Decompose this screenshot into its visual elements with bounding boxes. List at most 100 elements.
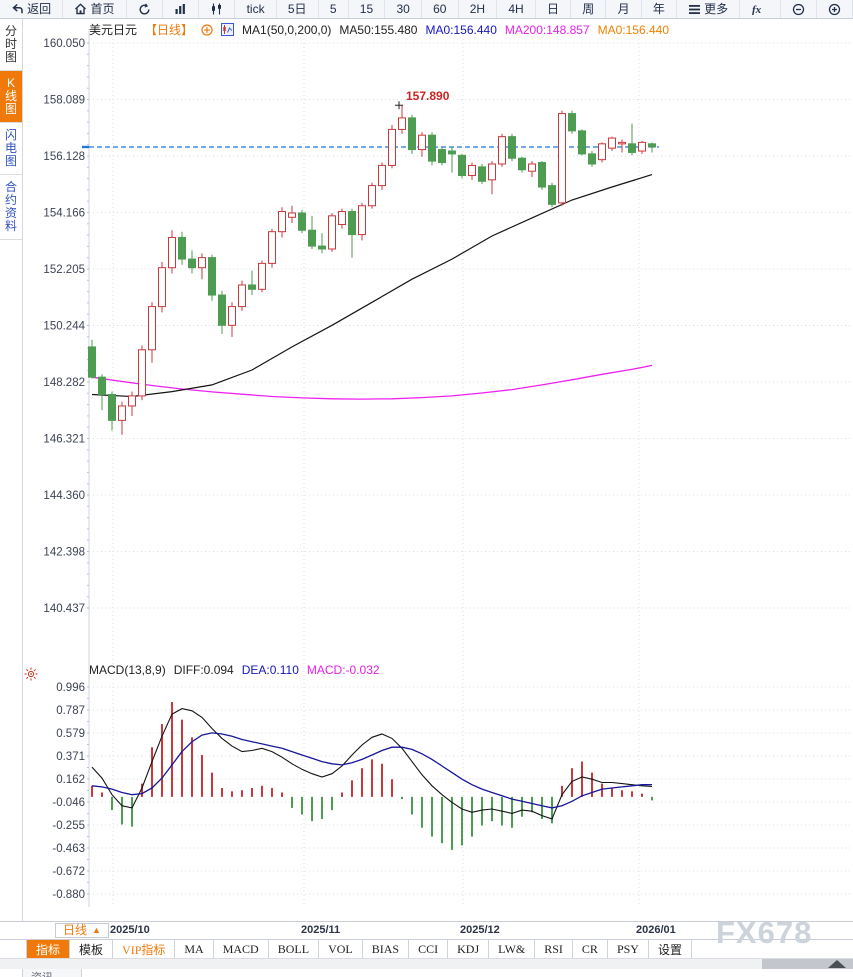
ma50-line — [91, 174, 653, 398]
side-tab-char: 料 — [4, 219, 17, 233]
indicator-bar: 指标 模板 VIP指标 MA MACD BOLL VOL BIAS CCI KDJ LW& RSI CR… — [0, 939, 853, 958]
period-5d-button[interactable]: 5日 — [277, 0, 319, 18]
period-30-button[interactable]: 30 — [385, 0, 422, 18]
period-dropdown-button[interactable]: 日线 ▲ — [55, 923, 109, 938]
ma200-value: MA200:148.857 — [504, 22, 590, 37]
side-tab-char: 电 — [4, 141, 17, 155]
macd-header: MACD(13,8,9) DIFF:0.094 DEA:0.110 MACD:-0.0… — [89, 663, 380, 677]
home-icon — [74, 3, 87, 15]
period-week-button[interactable]: 周 — [571, 0, 607, 18]
indicator-tab-CR[interactable]: CR — [573, 940, 608, 958]
period-month-button[interactable]: 月 — [606, 0, 642, 18]
fx-icon: fx — [751, 3, 768, 15]
ma200-line — [91, 364, 653, 400]
panel-expand-arrow-icon[interactable] — [828, 960, 846, 968]
svg-text:148.282: 148.282 — [43, 377, 85, 389]
period-4h-button[interactable]: 4H — [497, 0, 536, 18]
menu-icon — [688, 4, 701, 15]
ma-params: MA1(50,0,200,0) — [242, 22, 332, 37]
svg-text:-0.255: -0.255 — [52, 820, 85, 832]
x-axis-month-label: 2025/11 — [301, 924, 341, 936]
ma0-orange-value: MA0:156.440 — [597, 22, 669, 37]
indicator-tab-PSY[interactable]: PSY — [608, 940, 649, 958]
side-tab-闪电图[interactable]: 闪电图 — [0, 123, 22, 175]
chart-plot[interactable]: 160.050 158.089 156.128 154.166 152.205 150.2… — [23, 19, 853, 921]
chart-header: 美元日元 【日线】 MA1(50,0,200,0) MA50:155.480 MA0:1… — [89, 21, 669, 38]
toolbar-item-label: 15 — [359, 1, 374, 16]
zoom-in-button[interactable] — [817, 0, 853, 18]
indicator-tab-BIAS[interactable]: BIAS — [363, 940, 410, 958]
period-60-button[interactable]: 60 — [422, 0, 459, 18]
zoom-in-icon — [828, 3, 841, 16]
indicator-tab-RSI[interactable]: RSI — [535, 940, 573, 958]
x-axis-month-label: 2025/12 — [460, 924, 500, 936]
indicator-tab-模板[interactable]: 模板 — [70, 940, 114, 958]
chart-type-icon[interactable] — [221, 23, 235, 36]
side-tab-分时图[interactable]: 分时图 — [0, 19, 22, 71]
svg-text:0.162: 0.162 — [56, 774, 85, 786]
toolbar-item-label: 30 — [396, 1, 410, 16]
bottom-tab-row: 资讯 — [0, 969, 853, 977]
svg-text:140.437: 140.437 — [43, 603, 85, 615]
add-indicator-icon[interactable] — [201, 23, 213, 36]
indicator-tab-BOLL[interactable]: BOLL — [269, 940, 320, 958]
zoom-out-button[interactable] — [781, 0, 817, 18]
back-button[interactable]: 返回 — [0, 0, 64, 18]
svg-text:0.787: 0.787 — [56, 705, 85, 717]
home-button[interactable]: 首页 — [63, 0, 127, 18]
indicator-tab-设置[interactable]: 设置 — [649, 940, 692, 958]
svg-text:fx: fx — [752, 4, 762, 15]
more-button[interactable]: 更多 — [677, 0, 741, 18]
tab-news[interactable]: 资讯 — [22, 969, 82, 977]
indicator-tab-MACD[interactable]: MACD — [214, 940, 269, 958]
candlestick-button[interactable] — [199, 0, 236, 18]
svg-text:-0.672: -0.672 — [52, 866, 85, 878]
period-label: 【日线】 — [145, 23, 194, 37]
period-dropdown-label: 日线 — [63, 923, 88, 937]
bar-chart-button[interactable] — [163, 0, 200, 18]
indicator-tab-VIP指标[interactable]: VIP指标 — [113, 940, 176, 958]
period-15-button[interactable]: 15 — [349, 0, 386, 18]
x-axis-row: 日线 ▲ 2025/10 2025/11 2025/12 2026/01 — [0, 921, 853, 939]
tick-button[interactable]: tick — [235, 0, 277, 18]
indicator-tab-LW&[interactable]: LW& — [489, 940, 536, 958]
back-icon — [11, 3, 24, 15]
diff-line — [91, 708, 653, 820]
period-2h-button[interactable]: 2H — [459, 0, 498, 18]
dea-value: DEA:0.110 — [241, 663, 299, 677]
toolbar-item-label: 返回 — [27, 1, 52, 16]
period-year-button[interactable]: 年 — [642, 0, 678, 18]
period-day-button[interactable]: 日 — [536, 0, 572, 18]
macd-histogram — [91, 702, 653, 850]
svg-text:144.360: 144.360 — [43, 490, 85, 502]
indicator-tab-MA[interactable]: MA — [175, 940, 214, 958]
side-tab-char: 图 — [4, 154, 17, 168]
horizontal-scrollbar[interactable] — [0, 958, 853, 969]
indicator-tab-VOL[interactable]: VOL — [319, 940, 363, 958]
toolbar-item-label: 日 — [546, 1, 559, 16]
indicator-tab-KDJ[interactable]: KDJ — [448, 940, 490, 958]
side-tab-合约资料[interactable]: 合约资料 — [0, 175, 22, 240]
svg-text:158.089: 158.089 — [43, 95, 85, 107]
svg-text:-0.046: -0.046 — [52, 797, 85, 809]
svg-text:157.890: 157.890 — [406, 89, 450, 103]
diff-value: DIFF:0.094 — [173, 663, 234, 677]
indicator-tab-指标[interactable]: 指标 — [26, 940, 71, 958]
fx-button[interactable]: fx — [740, 0, 781, 18]
svg-text:146.321: 146.321 — [43, 434, 85, 446]
x-axis-month-label: 2025/10 — [110, 924, 150, 936]
dea-line — [91, 732, 652, 809]
indicator-tab-CCI[interactable]: CCI — [409, 940, 449, 958]
toolbar-item-label: 5 — [329, 1, 337, 16]
svg-text:160.050: 160.050 — [43, 38, 85, 50]
period-5-button[interactable]: 5 — [319, 0, 349, 18]
refresh-button[interactable] — [127, 0, 163, 18]
svg-text:0.579: 0.579 — [56, 728, 85, 740]
scrollbar-thumb[interactable] — [762, 959, 853, 969]
side-tab-char: 约 — [4, 193, 17, 207]
indicator-settings-icon[interactable] — [24, 667, 38, 681]
side-tab-char: 分 — [4, 24, 17, 38]
candlestick-icon — [210, 3, 223, 15]
